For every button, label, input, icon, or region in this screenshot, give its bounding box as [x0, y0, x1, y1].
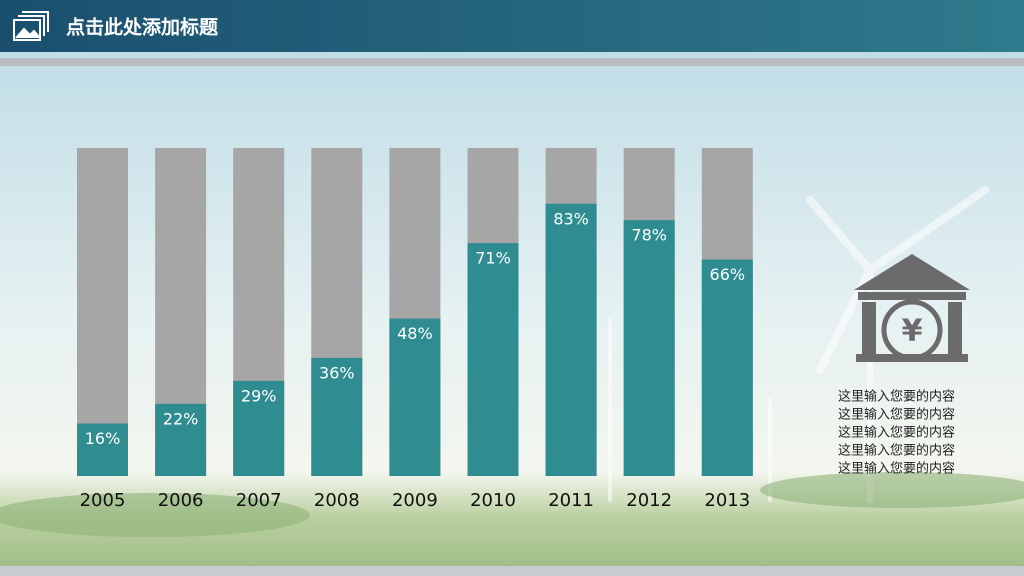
x-tick-label: 2007 — [236, 490, 282, 511]
x-tick-label: 2005 — [80, 490, 126, 511]
x-tick-label: 2008 — [314, 490, 360, 511]
bar — [623, 220, 675, 476]
bar — [389, 318, 441, 476]
header-icon — [13, 11, 49, 41]
bar — [155, 403, 207, 476]
trees — [0, 493, 310, 537]
trees — [760, 472, 1024, 508]
header-rule — [0, 58, 1024, 66]
side-text: 这里输入您要的内容 — [838, 407, 955, 423]
side-text: 这里输入您要的内容 — [838, 425, 955, 441]
x-tick-label: 2010 — [470, 490, 516, 511]
slide-title: 点击此处添加标题 — [66, 16, 218, 39]
side-text: 这里输入您要的内容 — [838, 461, 955, 477]
header-bar — [0, 0, 1024, 52]
x-tick-label: 2013 — [704, 490, 750, 511]
value-label: 66% — [710, 265, 746, 284]
value-label: 22% — [163, 409, 199, 428]
value-label: 16% — [85, 429, 121, 448]
bar — [545, 203, 597, 476]
value-label: 78% — [631, 226, 667, 245]
value-label: 48% — [397, 324, 433, 343]
bar-track — [77, 148, 128, 476]
x-tick-label: 2006 — [158, 490, 204, 511]
bar — [311, 357, 363, 476]
x-tick-label: 2012 — [626, 490, 672, 511]
svg-text:¥: ¥ — [902, 314, 923, 349]
value-label: 83% — [553, 209, 589, 228]
bar — [467, 243, 519, 476]
value-label: 29% — [241, 386, 277, 405]
side-text: 这里输入您要的内容 — [838, 389, 955, 405]
footer-rule — [0, 566, 1024, 576]
bar — [77, 423, 128, 476]
x-tick-label: 2011 — [548, 490, 594, 511]
value-label: 71% — [475, 249, 511, 268]
side-text: 这里输入您要的内容 — [838, 443, 955, 459]
bank-icon: ¥ — [854, 254, 970, 362]
value-label: 36% — [319, 363, 355, 382]
bar — [701, 259, 753, 476]
bar — [233, 380, 285, 476]
x-tick-label: 2009 — [392, 490, 438, 511]
